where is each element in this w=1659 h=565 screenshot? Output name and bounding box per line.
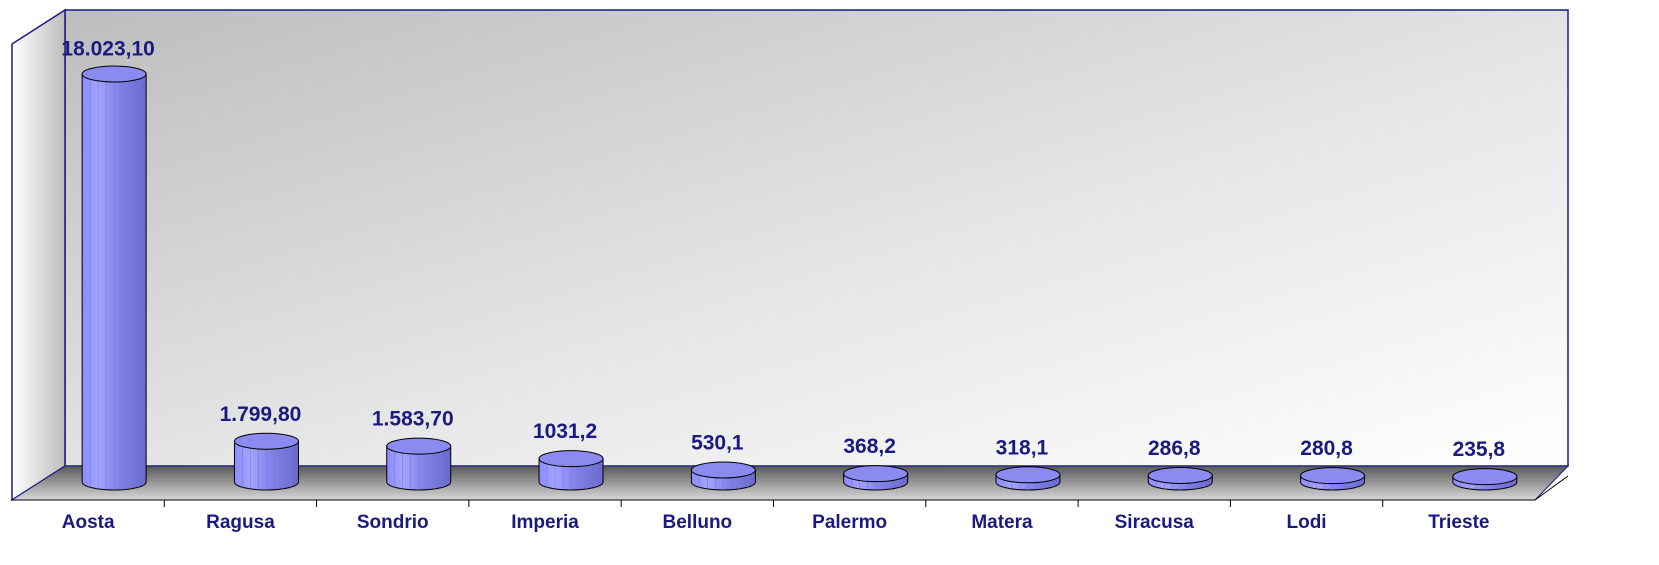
data-label: 18.023,10 [61, 38, 154, 61]
back-wall [64, 9, 1569, 467]
x-tick-label: Lodi [1286, 512, 1326, 533]
data-label: 1031,2 [533, 420, 597, 443]
x-tick-label: Palermo [812, 512, 887, 533]
x-tick-label: Imperia [511, 512, 579, 533]
bar-cap [233, 432, 299, 450]
data-label: 235,8 [1453, 438, 1506, 461]
data-label: 530,1 [691, 432, 744, 455]
data-label: 1.799,80 [220, 403, 302, 426]
x-tick-label: Sondrio [357, 512, 429, 533]
x-tick-label: Aosta [62, 512, 115, 533]
x-tick-label: Trieste [1428, 512, 1489, 533]
bar-cap [81, 65, 147, 83]
data-label: 286,8 [1148, 437, 1201, 460]
x-tick-label: Siracusa [1115, 512, 1195, 533]
x-tick-label: Belluno [663, 512, 733, 533]
bar-cap [1452, 468, 1518, 486]
side-wall [11, 8, 66, 502]
bar-cap [995, 466, 1061, 484]
data-label: 280,8 [1300, 437, 1353, 460]
data-label: 1.583,70 [372, 408, 454, 431]
plot: Aosta 18.023,10 Ragusa 1.799,80 Sondrio 1.583… [61, 38, 1518, 533]
bar-cap [1300, 467, 1366, 485]
bar-cap [538, 450, 604, 468]
bar-cap [690, 461, 756, 479]
x-tick-label: Ragusa [206, 512, 275, 533]
data-label: 318,1 [996, 436, 1049, 459]
x-axis-depth [1534, 475, 1569, 501]
bar-cap [843, 465, 909, 483]
data-label: 368,2 [843, 435, 896, 458]
bar-cap [1147, 467, 1213, 485]
bar-cap [386, 437, 452, 455]
x-tick-label: Matera [971, 512, 1033, 533]
